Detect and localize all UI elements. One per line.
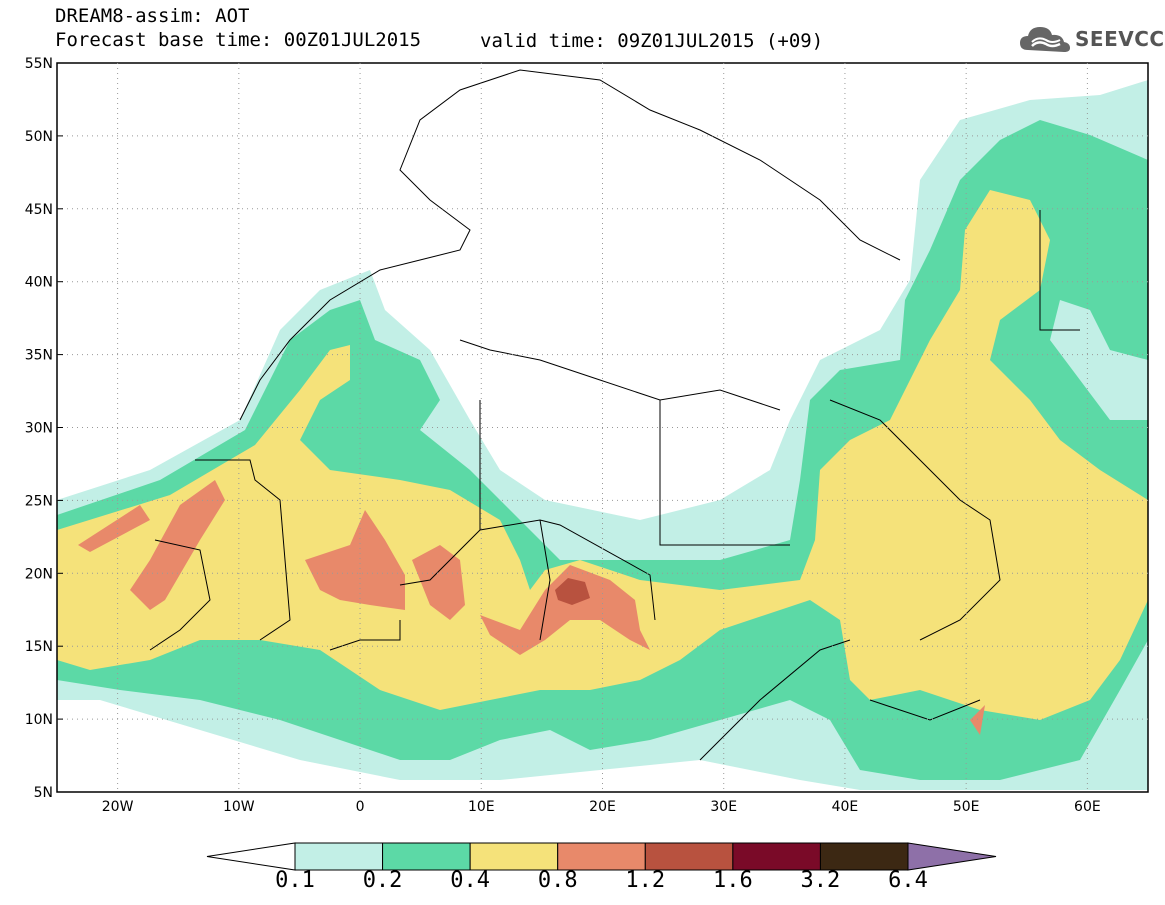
cloud-icon [1020, 27, 1070, 52]
axis-ticks: 20W 10W 0 10E 20E 30E 40E 50E 60E 55N 50N 45N 40N 35N… [25, 56, 1148, 815]
y-tick-label: 5N [34, 785, 53, 801]
x-tick-label: 40E [832, 799, 859, 815]
y-tick-label: 15N [25, 639, 53, 655]
colorbar-label: 1.2 [625, 868, 666, 893]
y-tick-label: 45N [25, 202, 53, 218]
y-tick-label: 55N [25, 56, 53, 72]
y-tick-label: 30N [25, 421, 53, 437]
colorbar-label: 0.1 [275, 868, 315, 893]
y-tick-label: 20N [25, 566, 53, 582]
valid-time: valid time: 09Z01JUL2015 (+09) [480, 30, 824, 52]
x-tick-label: 20E [589, 799, 616, 815]
colorbar-swatch [557, 842, 646, 871]
y-tick-label: 35N [25, 348, 53, 364]
x-tick-label: 20W [102, 799, 134, 815]
colorbar-label: 0.2 [362, 868, 403, 893]
colorbar-under-triangle [206, 842, 296, 871]
seevccc-logo: SEEVCCC [1018, 22, 1165, 56]
colorbar-label: 0.8 [537, 868, 578, 893]
y-tick-label: 25N [25, 493, 53, 509]
y-tick-label: 40N [25, 275, 53, 291]
colorbar-swatch [732, 842, 821, 871]
logo-text: SEEVCCC [1075, 27, 1165, 51]
colorbar-swatch [819, 842, 909, 871]
x-tick-label: 60E [1074, 799, 1101, 815]
x-tick-label: 10E [468, 799, 495, 815]
forecast-base-time: Forecast base time: 00Z01JUL2015 [55, 29, 422, 51]
colorbar-swatch [469, 842, 559, 871]
x-tick-label: 0 [356, 799, 365, 815]
colorbar-label: 1.6 [712, 868, 753, 893]
colorbar-label: 6.4 [888, 868, 928, 893]
colorbar-over-triangle [907, 842, 997, 871]
x-tick-label: 30E [710, 799, 737, 815]
x-tick-label: 10W [223, 799, 255, 815]
colorbar-label: 3.2 [800, 868, 841, 893]
colorbar-label: 0.4 [450, 868, 491, 893]
colorbar-swatch [294, 842, 384, 871]
colorbar-swatch [382, 842, 471, 871]
y-tick-label: 50N [25, 129, 53, 145]
colorbar-swatch [644, 842, 734, 871]
map-title: DREAM8-assim: AOT [55, 5, 250, 27]
colorbar [206, 842, 997, 871]
y-tick-label: 10N [25, 712, 53, 728]
x-tick-label: 50E [953, 799, 980, 815]
